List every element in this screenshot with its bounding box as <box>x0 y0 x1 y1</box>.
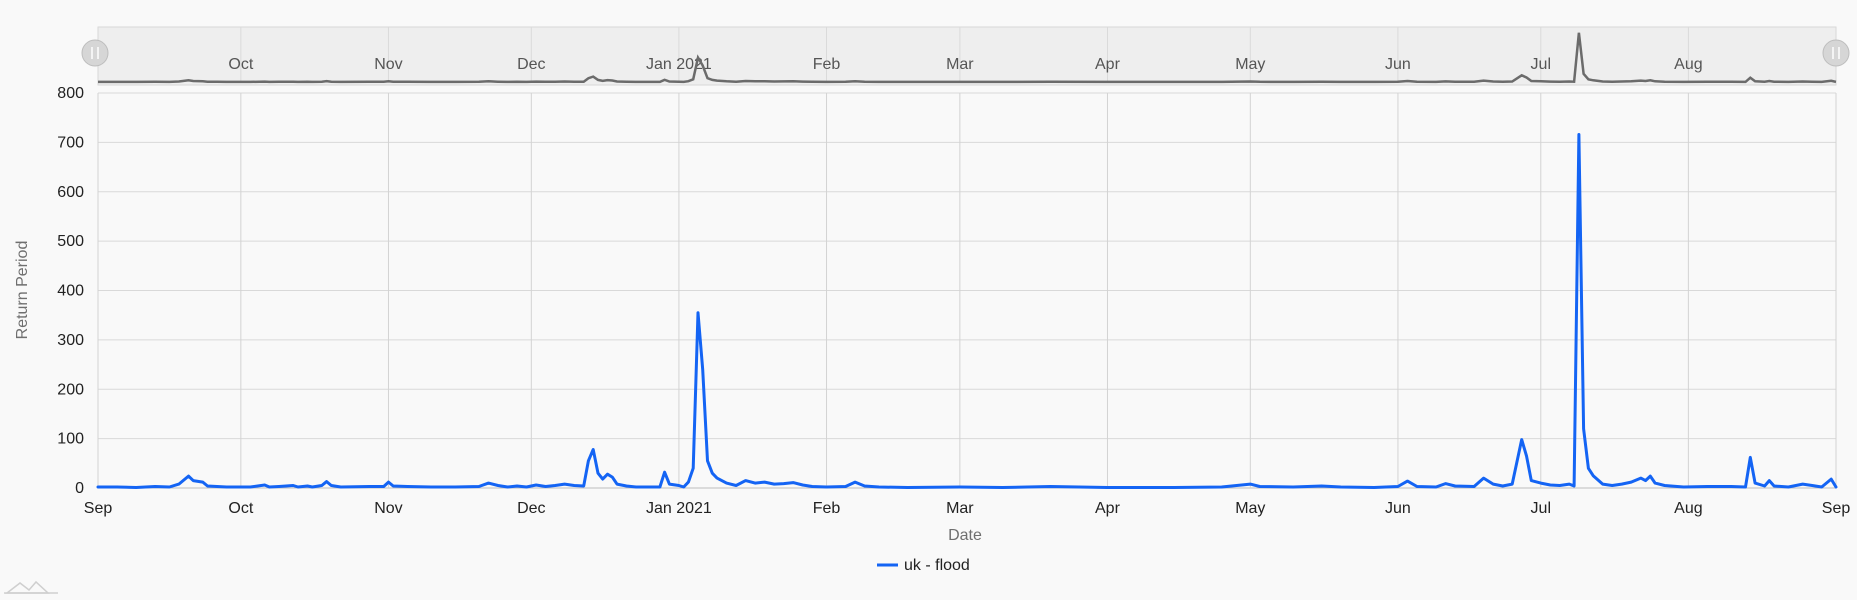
y-tick-label: 0 <box>75 480 84 497</box>
y-axis-title: Return Period <box>14 241 31 340</box>
x-grid <box>97 93 1837 488</box>
navigator-tick-label: Mar <box>946 56 974 73</box>
x-tick-label: Nov <box>374 500 402 517</box>
y-tick-label: 100 <box>57 431 84 448</box>
x-tick-label: Oct <box>228 500 253 517</box>
x-tick-label: Jul <box>1531 500 1551 517</box>
mountain-logo-icon <box>4 580 58 594</box>
y-tick-label: 600 <box>57 184 84 201</box>
navigator-tick-label: Dec <box>517 56 545 73</box>
navigator[interactable]: Oct Nov Dec Jan 2021 Feb Mar Apr May Jun Jul Aug <box>81 26 1850 86</box>
navigator-tick-label: Apr <box>1095 56 1121 73</box>
x-tick-label: Sep <box>84 500 113 517</box>
y-tick-label: 200 <box>57 381 84 398</box>
x-tick-label: Jan 2021 <box>646 500 712 517</box>
y-tick-label: 700 <box>57 134 84 151</box>
navigator-right-handle[interactable] <box>1822 39 1850 67</box>
navigator-series-line <box>98 32 1837 84</box>
x-tick-label: May <box>1235 500 1265 517</box>
navigator-tick-label: Nov <box>374 56 402 73</box>
navigator-tick-label: May <box>1235 56 1265 73</box>
plot-area: 0 100 200 300 400 500 600 700 800 Sep Oct Nov Dec Ja… <box>57 85 1850 517</box>
y-tick-label: 800 <box>57 85 84 102</box>
y-tick-label: 400 <box>57 283 84 300</box>
navigator-tick-label: Aug <box>1674 56 1702 73</box>
y-tick-label: 500 <box>57 233 84 250</box>
legend[interactable]: uk - flood <box>877 557 970 574</box>
x-tick-label: Aug <box>1674 500 1702 517</box>
navigator-tick-label: Oct <box>228 56 253 73</box>
y-tick-label: 300 <box>57 332 84 349</box>
x-tick-label: Jun <box>1385 500 1411 517</box>
x-tick-label: Dec <box>517 500 545 517</box>
x-tick-label: Feb <box>813 500 841 517</box>
navigator-tick-label: Feb <box>813 56 841 73</box>
navigator-left-handle[interactable] <box>81 39 109 67</box>
x-tick-label: Mar <box>946 500 974 517</box>
navigator-background <box>97 26 1837 86</box>
navigator-tick-label: Jun <box>1385 56 1411 73</box>
x-tick-label: Sep <box>1822 500 1851 517</box>
x-tick-label: Apr <box>1095 500 1121 517</box>
x-axis-ticks: Sep Oct Nov Dec Jan 2021 Feb Mar Apr May Jun Jul Au… <box>84 500 1851 517</box>
legend-label-uk-flood: uk - flood <box>904 557 970 574</box>
navigator-tick-label: Jul <box>1531 56 1551 73</box>
x-axis-title: Date <box>948 527 982 544</box>
series-line-uk-flood <box>96 133 1838 489</box>
y-axis-ticks: 0 100 200 300 400 500 600 700 800 <box>57 85 84 497</box>
